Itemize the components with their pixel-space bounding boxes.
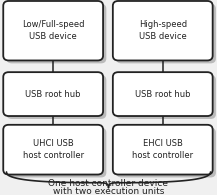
FancyBboxPatch shape	[3, 72, 103, 116]
Text: High-speed
USB device: High-speed USB device	[139, 20, 187, 41]
FancyBboxPatch shape	[116, 4, 216, 63]
FancyBboxPatch shape	[113, 125, 213, 175]
Text: USB root hub: USB root hub	[135, 90, 191, 99]
Text: One host controller device: One host controller device	[49, 179, 168, 188]
FancyBboxPatch shape	[7, 75, 106, 119]
FancyBboxPatch shape	[7, 4, 106, 63]
FancyBboxPatch shape	[3, 1, 103, 60]
Text: UHCI USB
host controller: UHCI USB host controller	[23, 139, 84, 160]
FancyBboxPatch shape	[116, 128, 216, 177]
Text: with two execution units: with two execution units	[53, 187, 164, 195]
Text: Low/Full-speed
USB device: Low/Full-speed USB device	[22, 20, 84, 41]
FancyBboxPatch shape	[113, 72, 213, 116]
FancyBboxPatch shape	[3, 125, 103, 175]
Text: EHCI USB
host controller: EHCI USB host controller	[132, 139, 193, 160]
FancyBboxPatch shape	[113, 1, 213, 60]
FancyBboxPatch shape	[116, 75, 216, 119]
FancyBboxPatch shape	[7, 128, 106, 177]
Text: USB root hub: USB root hub	[25, 90, 81, 99]
